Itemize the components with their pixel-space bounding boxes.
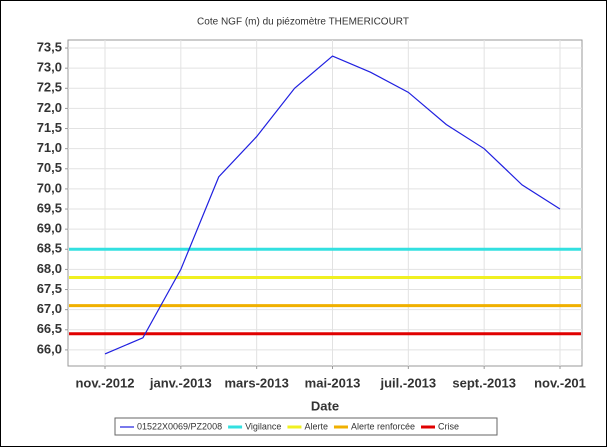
x-tick-label: nov.-2012	[75, 375, 134, 390]
y-tick-label: 71,5	[37, 120, 62, 135]
y-tick-label: 67,0	[37, 301, 62, 316]
y-tick-label: 68,0	[37, 261, 62, 276]
y-tick-label: 66,5	[37, 321, 62, 336]
y-tick-label: 73,5	[37, 39, 62, 54]
x-tick-label: janv.-2013	[149, 375, 212, 390]
chart-title: Cote NGF (m) du piézomètre THEMERICOURT	[197, 17, 409, 28]
data-line	[104, 55, 561, 355]
legend-label: Alerte	[304, 421, 328, 431]
y-tick-label: 67,5	[37, 281, 62, 296]
y-tick-label: 70,5	[37, 160, 62, 175]
x-tick-label: juil.-2013	[380, 375, 437, 390]
y-tick-label: 72,5	[37, 80, 62, 95]
legend-label: 01522X0069/PZ2008	[137, 421, 222, 431]
legend-label: Crise	[438, 421, 459, 431]
x-tick-label: sept.-2013	[452, 375, 516, 390]
x-axis-title: Date	[311, 398, 339, 413]
y-tick-label: 71,0	[37, 140, 62, 155]
y-tick-label: 72,0	[37, 100, 62, 115]
y-tick-label: 69,5	[37, 200, 62, 215]
y-tick-label: 66,0	[37, 341, 62, 356]
legend-label: Vigilance	[245, 421, 281, 431]
x-tick-label: mai-2013	[305, 375, 361, 390]
x-tick-label: mars-2013	[225, 375, 289, 390]
y-tick-label: 70,0	[37, 180, 62, 195]
y-tick-label: 69,0	[37, 221, 62, 236]
y-tick-label: 68,5	[37, 241, 62, 256]
x-tick-label: nov.-201	[534, 375, 586, 390]
plot-area	[67, 39, 583, 367]
legend	[114, 417, 498, 436]
y-tick-label: 73,0	[37, 60, 62, 75]
legend-label: Alerte renforcée	[351, 421, 415, 431]
